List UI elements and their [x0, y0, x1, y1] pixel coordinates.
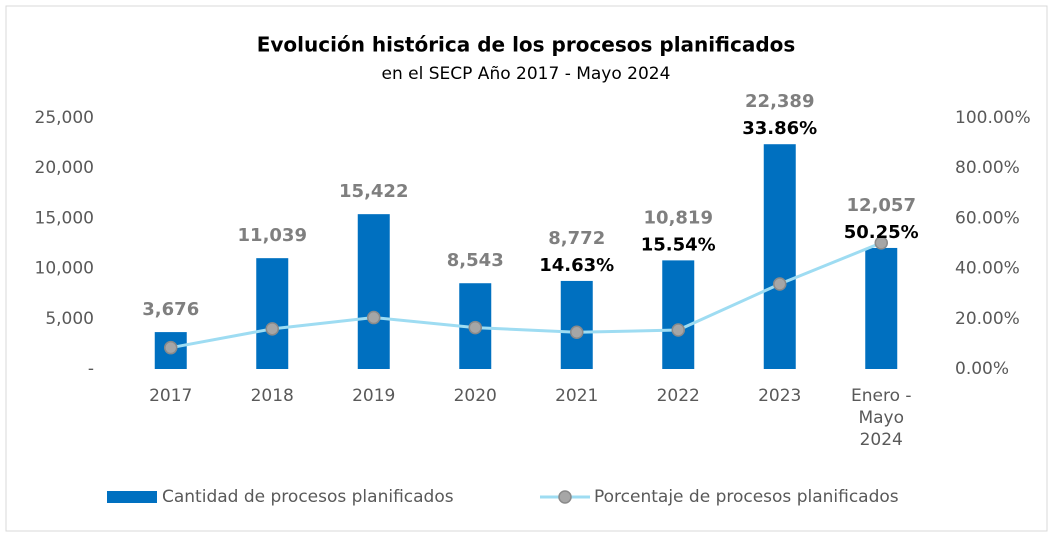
y-tick-label: 25,000 [35, 108, 94, 128]
line-value-label: 15.54% [641, 234, 716, 255]
y2-tick-label: 40.00% [955, 259, 1020, 279]
y-tick-label: 15,000 [35, 208, 94, 228]
chart-subtitle: en el SECP Año 2017 - Mayo 2024 [382, 64, 671, 84]
legend-swatch [107, 491, 157, 503]
x-tick-label: 2017 [149, 386, 193, 406]
bar-value-label: 8,772 [548, 228, 605, 249]
legend-label: Cantidad de procesos planificados [162, 487, 454, 507]
line-value-label: 50.25% [844, 222, 919, 243]
line-value-label: 33.86% [742, 118, 817, 139]
y2-tick-label: 60.00% [955, 208, 1020, 228]
line-marker [468, 320, 482, 335]
bar-value-label: 3,676 [142, 299, 199, 320]
line-marker [265, 322, 279, 336]
x-tick-label: 2021 [555, 386, 599, 406]
x-tick-label: Enero - Mayo 2024 [850, 386, 912, 450]
legend-swatch [558, 490, 572, 504]
bar-value-label: 15,422 [339, 181, 408, 202]
line-marker [164, 340, 178, 355]
bar [763, 144, 796, 369]
x-tick-label: 2022 [656, 386, 700, 406]
chart-title: Evolución histórica de los procesos plan… [257, 33, 796, 57]
legend-label: Porcentaje de procesos planificados [594, 487, 899, 507]
x-tick-label: 2019 [352, 386, 396, 406]
x-tick-label: 2020 [453, 386, 497, 406]
bar [256, 258, 289, 369]
line [170, 241, 882, 350]
bar [560, 280, 593, 369]
line-marker [367, 310, 381, 325]
line-marker [874, 236, 888, 250]
line-marker [773, 277, 787, 291]
y-tick-label: 10,000 [35, 259, 94, 279]
y-tick-label: - [88, 359, 94, 379]
bar [865, 247, 898, 369]
bar-value-label: 10,819 [644, 207, 713, 228]
y2-tick-label: 100.00% [955, 108, 1031, 128]
y2-tick-label: 80.00% [955, 158, 1020, 178]
line-marker [671, 323, 685, 337]
bar-value-label: 11,039 [238, 225, 307, 246]
bar [357, 214, 390, 369]
y2-tick-label: 20.00% [955, 309, 1020, 329]
x-tick-label: 2018 [250, 386, 294, 406]
x-tick-label: 2023 [758, 386, 802, 406]
bar-value-label: 22,389 [745, 91, 814, 112]
bar-value-label: 12,057 [847, 195, 916, 216]
line-marker [570, 325, 584, 340]
line-value-label: 14.63% [539, 255, 614, 276]
y2-tick-label: 0.00% [955, 359, 1009, 379]
bar [662, 260, 695, 369]
y-tick-label: 20,000 [35, 158, 94, 178]
bar-value-label: 8,543 [447, 250, 504, 271]
y-tick-label: 5,000 [45, 309, 94, 329]
